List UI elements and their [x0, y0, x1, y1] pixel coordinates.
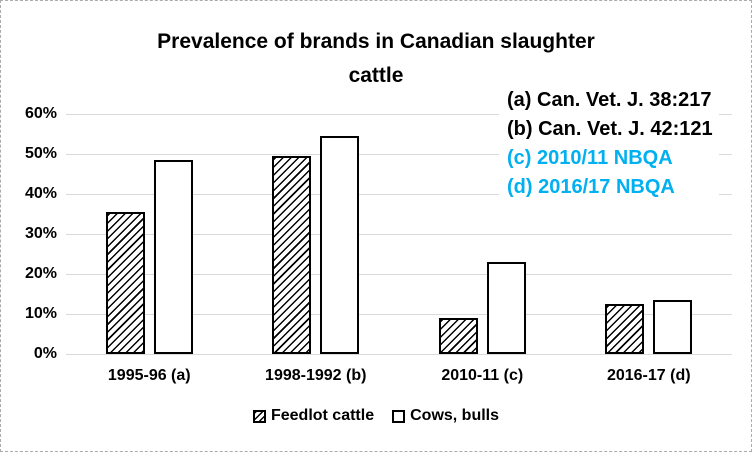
annotation-box: (a) Can. Vet. J. 38:217 (b) Can. Vet. J. … — [499, 86, 719, 204]
bar-feedlot-cattle-4 — [605, 304, 645, 354]
gridline — [66, 194, 732, 195]
legend-label-cows-bulls: Cows, bulls — [410, 407, 500, 424]
plot-area — [66, 114, 732, 355]
bar-feedlot-cattle-2 — [272, 156, 312, 354]
hatched-square-icon — [252, 409, 266, 423]
bar-feedlot-cattle-1 — [105, 212, 145, 354]
legend-item-cows-bulls: Cows, bulls — [392, 407, 499, 425]
y-tick-label: 40% — [24, 185, 57, 202]
y-tick-label: 50% — [24, 145, 57, 162]
y-tick-label: 30% — [24, 225, 57, 242]
annotation-line: (d) 2016/17 NBQA — [507, 176, 675, 198]
x-axis-labels: 1995-96 (a) 1998-1992 (b) 2010-11 (c) 2016-… — [66, 367, 732, 385]
y-tick-label: 0% — [33, 345, 57, 362]
bar-group — [233, 136, 400, 354]
legend-label-feedlot-cattle: Feedlot cattle — [270, 407, 375, 424]
gridline — [66, 234, 732, 235]
gridline — [66, 154, 732, 155]
y-tick-label: 20% — [24, 265, 57, 282]
bar-feedlot-cattle-3 — [438, 318, 478, 354]
annotation-line: (c) 2010/11 NBQA — [507, 147, 673, 169]
bar-groups — [66, 114, 732, 354]
bar-group — [399, 262, 566, 354]
annotation-line: (a) Can. Vet. J. 38:217 — [507, 89, 712, 111]
x-tick-label: 2016-17 (d) — [606, 367, 691, 384]
bar-cows-bulls-2 — [320, 136, 360, 354]
gridline — [66, 114, 732, 115]
chart-title-line2: cattle — [348, 64, 404, 87]
bar-cows-bulls-4 — [653, 300, 693, 354]
white-square-icon — [392, 409, 406, 423]
x-tick-label: 1995-96 (a) — [107, 367, 191, 384]
legend: Feedlot cattle Cows, bulls — [1, 407, 751, 425]
gridline — [66, 314, 732, 315]
bar-cows-bulls-3 — [486, 262, 526, 354]
bar-group — [566, 300, 733, 354]
chart-title-line1: Prevalence of brands in Canadian slaught… — [157, 30, 595, 53]
gridline — [66, 274, 732, 275]
x-tick-label: 1998-1992 (b) — [265, 367, 367, 384]
chart-title: Prevalence of brands in Canadian slaught… — [1, 25, 751, 93]
y-tick-label: 60% — [24, 105, 57, 122]
bar-group — [66, 160, 233, 354]
legend-item-feedlot-cattle: Feedlot cattle — [252, 407, 375, 425]
gridline — [66, 354, 732, 355]
annotation-line: (b) Can. Vet. J. 42:121 — [507, 118, 713, 140]
y-tick-label: 10% — [24, 305, 57, 322]
x-tick-label: 2010-11 (c) — [441, 367, 524, 384]
bar-cows-bulls-1 — [153, 160, 193, 354]
